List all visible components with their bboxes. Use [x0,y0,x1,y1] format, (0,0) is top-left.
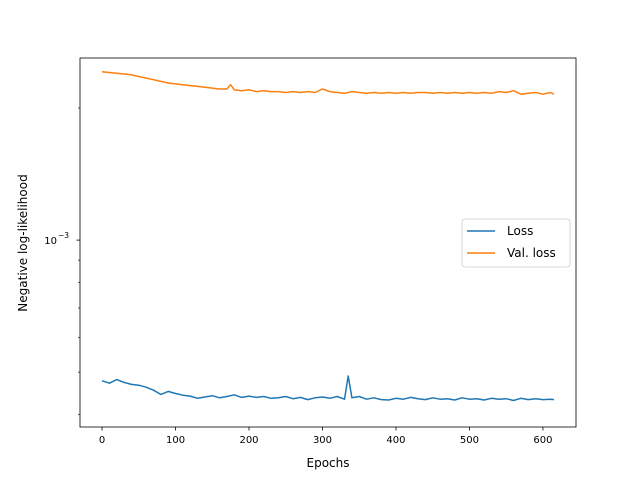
series-line-val-loss [101,70,555,95]
legend-label-loss: Loss [507,224,533,238]
x-tick-label: 0 [99,435,105,446]
plot-frame [79,57,577,428]
y-tick-label-exponent: −3 [58,231,69,240]
x-tick-label: 300 [313,435,332,446]
x-tick-label: 100 [166,435,185,446]
x-axis-ticks: 0 100 200 300 400 500 600 [99,427,552,446]
series-layer [101,70,555,402]
y-axis-label: Negative log-likelihood [16,174,30,311]
legend-label-val-loss: Val. loss [507,246,556,260]
x-tick-label: 200 [239,435,258,446]
legend: Loss Val. loss [461,218,571,268]
x-tick-label: 600 [533,435,552,446]
x-tick-label: 400 [386,435,405,446]
x-axis-label: Epochs [307,456,350,470]
y-tick-label: 10 [44,236,57,247]
series-line-loss [101,375,555,402]
y-axis-ticks: 10−3 [44,107,80,416]
x-tick-label: 500 [460,435,479,446]
